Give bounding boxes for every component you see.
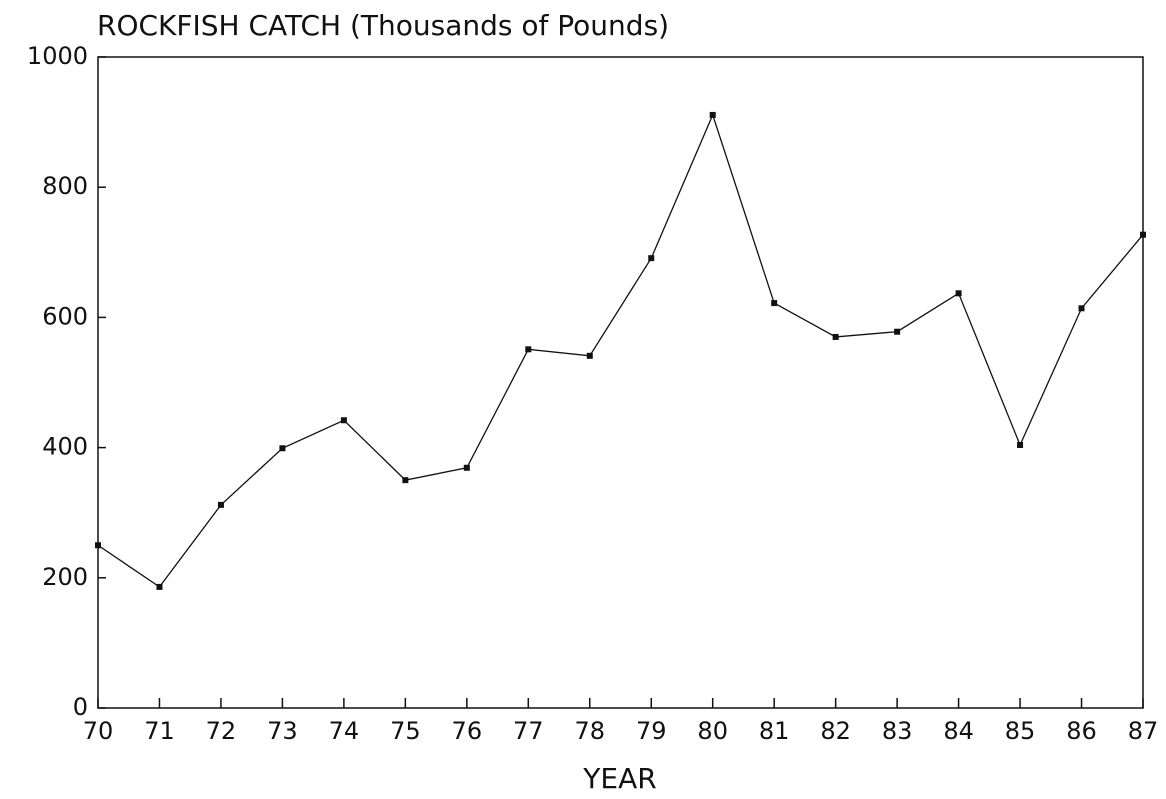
data-point [832, 333, 839, 340]
x-tick-label: 86 [1066, 717, 1097, 745]
x-tick-label: 84 [943, 717, 974, 745]
data-point [894, 328, 901, 335]
x-tick-label: 87 [1128, 717, 1159, 745]
x-tick-label: 77 [513, 717, 544, 745]
x-tick-label: 76 [452, 717, 483, 745]
data-line [97, 113, 1144, 588]
data-point [1140, 231, 1146, 238]
data-point [402, 477, 409, 484]
y-tick-label: 800 [42, 172, 88, 200]
data-point [279, 445, 286, 452]
data-point [955, 290, 962, 297]
x-tick-label: 72 [206, 717, 237, 745]
x-tick-label: 71 [144, 717, 175, 745]
plot-frame [97, 56, 1144, 709]
x-tick-label: 75 [390, 717, 421, 745]
data-point [709, 111, 716, 118]
y-tick-label: 600 [42, 302, 88, 330]
x-tick-label: 78 [574, 717, 605, 745]
data-point [95, 542, 101, 549]
y-tick-label: 200 [42, 563, 88, 591]
data-point [1078, 305, 1085, 312]
data-point [1017, 441, 1024, 448]
x-tick-label: 81 [759, 717, 790, 745]
x-tick-label: 70 [83, 717, 114, 745]
data-point [525, 346, 532, 353]
chart-title: ROCKFISH CATCH (Thousands of Pounds) [97, 9, 669, 42]
data-point [771, 300, 778, 307]
x-axis-label: YEAR [582, 762, 656, 795]
x-tick-label: 74 [329, 717, 360, 745]
data-point [586, 352, 593, 359]
x-tick-label: 85 [1005, 717, 1036, 745]
y-tick-label: 0 [73, 693, 88, 721]
data-point [340, 417, 347, 424]
data-point [217, 501, 224, 508]
data-point [648, 255, 655, 262]
x-tick-label: 73 [267, 717, 298, 745]
data-point [463, 464, 470, 471]
x-tick-label: 80 [697, 717, 728, 745]
x-tick-label: 82 [820, 717, 851, 745]
x-tick-label: 79 [636, 717, 667, 745]
x-tick-label: 83 [882, 717, 913, 745]
y-tick-label: 400 [42, 433, 88, 461]
y-tick-label: 1000 [27, 42, 88, 70]
data-point [156, 583, 163, 590]
